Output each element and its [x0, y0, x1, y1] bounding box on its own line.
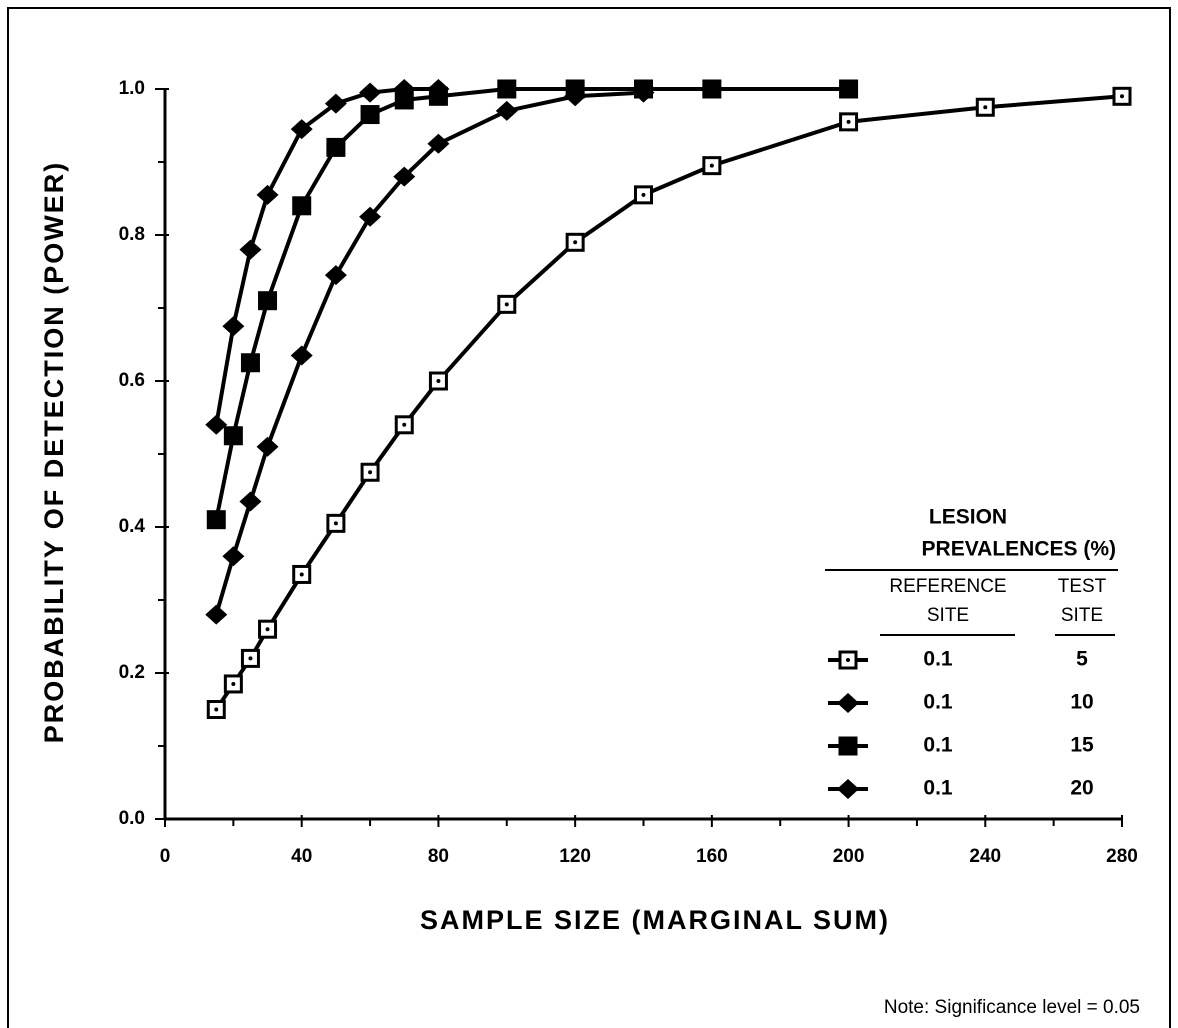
- marker-square: [565, 79, 585, 99]
- marker-diamond: [222, 316, 245, 337]
- y-tick-label: 0.2: [119, 662, 145, 683]
- legend-column-header: TEST SITE: [1058, 576, 1107, 626]
- marker-diamond: [837, 693, 859, 713]
- marker-dot: [299, 572, 304, 577]
- marker-dot: [846, 658, 850, 662]
- y-tick-label: 0.8: [119, 224, 145, 245]
- marker-square: [702, 79, 722, 99]
- marker-diamond: [290, 119, 313, 140]
- x-tick-label: 200: [833, 846, 865, 867]
- marker-diamond: [324, 93, 347, 114]
- marker-dot: [333, 521, 338, 526]
- marker-diamond: [837, 779, 859, 799]
- marker-dot: [248, 656, 253, 661]
- legend-reference: 0.1: [923, 691, 953, 714]
- note: Note: Significance level = 0.05: [884, 997, 1140, 1018]
- legend-reference: 0.1: [923, 734, 953, 757]
- marker-dot: [265, 627, 270, 632]
- marker-diamond: [256, 184, 279, 205]
- marker-diamond: [222, 546, 245, 567]
- marker-square: [360, 105, 380, 125]
- marker-square: [326, 137, 346, 157]
- series-line: [214, 87, 849, 521]
- marker-diamond: [359, 206, 382, 227]
- marker-square: [292, 196, 312, 216]
- legend-subtitle: PREVALENCES (%): [922, 538, 1116, 561]
- marker-square: [838, 736, 858, 756]
- legend-test: 5: [1076, 648, 1088, 671]
- legend-reference: 0.1: [923, 648, 953, 671]
- marker-diamond: [393, 79, 416, 99]
- marker-square: [240, 353, 260, 373]
- marker-square: [258, 291, 278, 311]
- marker-diamond: [427, 79, 450, 99]
- marker-diamond: [393, 166, 416, 187]
- marker-diamond: [256, 436, 279, 457]
- marker-square: [223, 426, 243, 446]
- x-axis-label: SAMPLE SIZE (MARGINAL SUM): [420, 905, 890, 935]
- y-axis-label: PROBABILITY OF DETECTION (POWER): [39, 161, 69, 744]
- marker-dot: [1120, 94, 1124, 99]
- marker-square: [497, 79, 517, 99]
- marker-dot: [641, 192, 646, 197]
- y-tick-label: 0.4: [119, 516, 146, 537]
- marker-diamond: [324, 265, 347, 286]
- marker-dot: [709, 163, 714, 168]
- marker-diamond: [239, 491, 262, 512]
- y-tick-label: 0.6: [119, 370, 145, 391]
- frame: [7, 7, 1171, 1028]
- x-tick-label: 240: [969, 846, 1001, 867]
- marker-square: [839, 79, 859, 99]
- x-tick-label: 40: [291, 846, 312, 867]
- marker-dot: [983, 105, 988, 110]
- legend-test: 10: [1070, 691, 1093, 714]
- x-tick-label: 280: [1106, 846, 1138, 867]
- x-tick-label: 0: [160, 846, 171, 867]
- series-line: [214, 94, 1123, 711]
- legend-column-header: REFERENCE SITE: [889, 576, 1006, 626]
- marker-diamond: [205, 604, 228, 625]
- x-tick-label: 160: [696, 846, 728, 867]
- marker-dot: [368, 470, 373, 475]
- marker-dot: [573, 240, 578, 245]
- series-line: [214, 90, 644, 616]
- marker-square: [634, 79, 653, 99]
- marker-diamond: [427, 133, 450, 154]
- legend-test: 15: [1070, 734, 1094, 757]
- marker-diamond: [205, 414, 228, 435]
- marker-dot: [231, 681, 236, 686]
- y-tick-label: 0.0: [119, 808, 145, 829]
- x-tick-label: 120: [559, 846, 591, 867]
- marker-dot: [504, 302, 509, 307]
- marker-diamond: [359, 82, 382, 103]
- marker-diamond: [239, 239, 262, 260]
- marker-dot: [436, 379, 441, 383]
- y-tick-label: 1.0: [119, 78, 145, 99]
- marker-diamond: [495, 100, 518, 121]
- marker-dot: [846, 119, 851, 124]
- marker-square: [206, 510, 226, 530]
- marker-dot: [402, 422, 407, 427]
- x-tick-label: 80: [428, 846, 449, 867]
- legend-title: LESION: [929, 506, 1007, 529]
- marker-diamond: [290, 345, 313, 366]
- legend-reference: 0.1: [923, 777, 953, 800]
- legend-test: 20: [1070, 777, 1093, 800]
- marker-dot: [214, 707, 219, 712]
